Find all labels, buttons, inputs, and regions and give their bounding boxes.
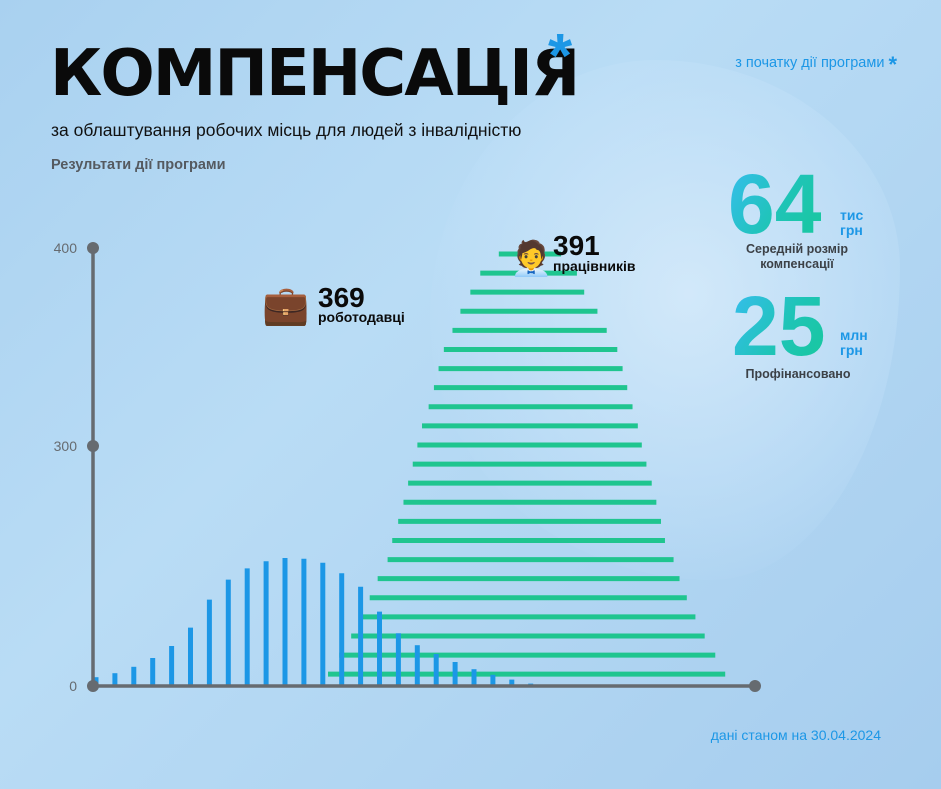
funded-value: 25: [732, 279, 826, 373]
page-subtitle: за облаштування робочих місць для людей …: [51, 120, 522, 140]
asterisk-icon: *: [888, 52, 897, 77]
funded-caption-line1: Профінансовано: [745, 367, 851, 381]
x-axis-end-dot: [749, 680, 761, 692]
employees-count: 391: [553, 230, 600, 261]
avg-compensation-value: 64: [728, 157, 822, 251]
briefcase-icon: 💼: [262, 285, 309, 327]
results-label: Результати дії програми: [51, 157, 226, 173]
funded-unit-line2: грн: [840, 341, 863, 358]
y-tick-dot-300: [87, 440, 99, 452]
office-worker-icon: 🧑‍💼: [510, 238, 552, 278]
y-tick-label-400: 400: [54, 240, 78, 256]
avg-compensation-caption-line1: Середній розмір: [745, 242, 849, 256]
employers-annotation: 💼 369 роботодавці: [262, 282, 405, 327]
y-tick-label-300: 300: [54, 438, 78, 454]
avg-compensation-caption-line2: компенсації: [760, 257, 834, 271]
funded-caption: Профінансовано: [718, 367, 878, 382]
employees-label: працівників: [553, 258, 636, 274]
data-date-note: дані станом на 30.04.2024: [710, 727, 881, 743]
employers-label: роботодавці: [318, 309, 405, 325]
y-tick-dot-0: [87, 680, 99, 692]
avg-compensation-caption: Середній розмір компенсації: [722, 242, 872, 272]
chart-axes: [91, 248, 761, 692]
employees-annotation: 🧑‍💼 391 працівників: [510, 230, 636, 278]
since-start-note: з початку дії програми *: [735, 52, 897, 78]
avg-compensation-unit-line1: тис: [840, 207, 864, 223]
background-glow: [430, 60, 900, 580]
since-start-text: з початку дії програми: [735, 55, 885, 71]
avg-compensation-unit: тис грн: [840, 208, 863, 237]
y-tick-labels: 0 300 400: [54, 240, 99, 694]
funded-unit: млн грн: [840, 328, 868, 357]
page-title: КОМПЕНСАЦІЯ: [50, 37, 580, 111]
funded-unit-line1: млн: [840, 327, 868, 343]
y-tick-label-0: 0: [69, 678, 77, 694]
employer-bars: [93, 558, 534, 686]
title-asterisk-icon: *: [548, 22, 573, 91]
y-tick-dot-400: [87, 242, 99, 254]
avg-compensation-unit-line2: грн: [840, 221, 863, 238]
employers-count: 369: [318, 282, 365, 313]
employee-bars: [328, 251, 726, 677]
